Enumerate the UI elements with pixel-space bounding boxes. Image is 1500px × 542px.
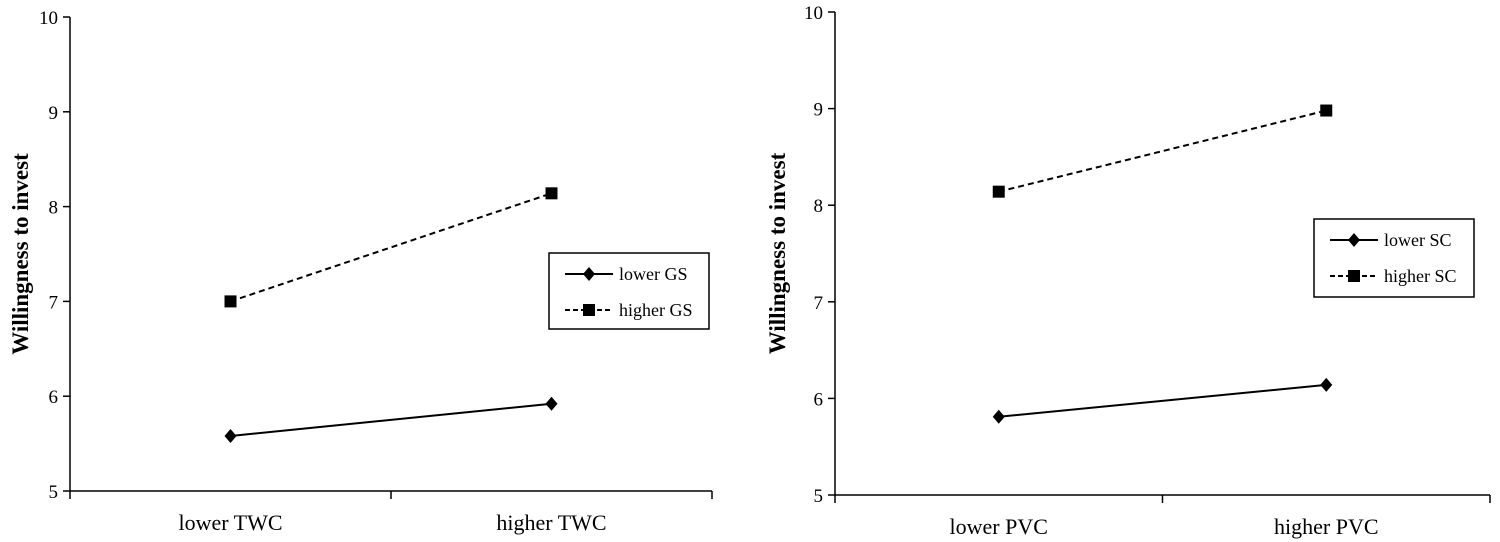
legend-marker [1348,233,1360,247]
chart-right: 5 6 7 8 9 10 lower PVC higher PVC Willingness to… [765,3,1491,539]
legend-box [1313,218,1475,298]
legend-label: lower GS [619,264,688,284]
legend-marker [583,304,595,316]
series-line [998,109,1327,193]
x-category-label: higher PVC [1274,514,1379,539]
y-tick-label: 5 [814,486,824,507]
legend-marker [1348,270,1360,282]
legend-box [548,252,710,330]
data-point [1320,377,1333,392]
data-point [992,185,1005,198]
y-tick-label: 8 [49,198,59,219]
data-point [1320,104,1333,117]
y-tick-label: 7 [814,293,824,314]
legend-label: lower SC [1384,230,1452,250]
y-tick-label: 6 [814,389,824,410]
x-category-label: higher TWC [496,510,606,535]
y-axis-title: Willingness to invest [765,152,790,354]
legend-label: higher GS [619,300,693,320]
y-tick-label: 7 [49,292,59,313]
series-line [230,402,552,438]
data-point [545,396,558,411]
y-tick-label: 5 [49,482,59,503]
y-axis-title: Willingness to invest [8,153,33,355]
chart-left: 5 6 7 8 9 10 lower TWC higher TWC Willingness to… [8,8,713,535]
y-tick-label: 10 [39,8,58,29]
y-tick-label: 9 [814,100,824,121]
data-point [545,187,558,200]
y-tick-label: 6 [49,387,59,408]
series-line [998,383,1327,418]
y-tick-label: 9 [49,103,59,124]
series-line [230,192,552,303]
legend-marker [583,267,595,281]
x-category-label: lower TWC [178,510,282,535]
legend-label: higher SC [1384,266,1457,286]
data-point [224,429,237,444]
x-category-label: lower PVC [950,514,1048,539]
y-tick-label: 10 [804,3,823,24]
y-tick-label: 8 [814,196,824,217]
data-point [224,295,237,308]
data-point [992,409,1005,424]
